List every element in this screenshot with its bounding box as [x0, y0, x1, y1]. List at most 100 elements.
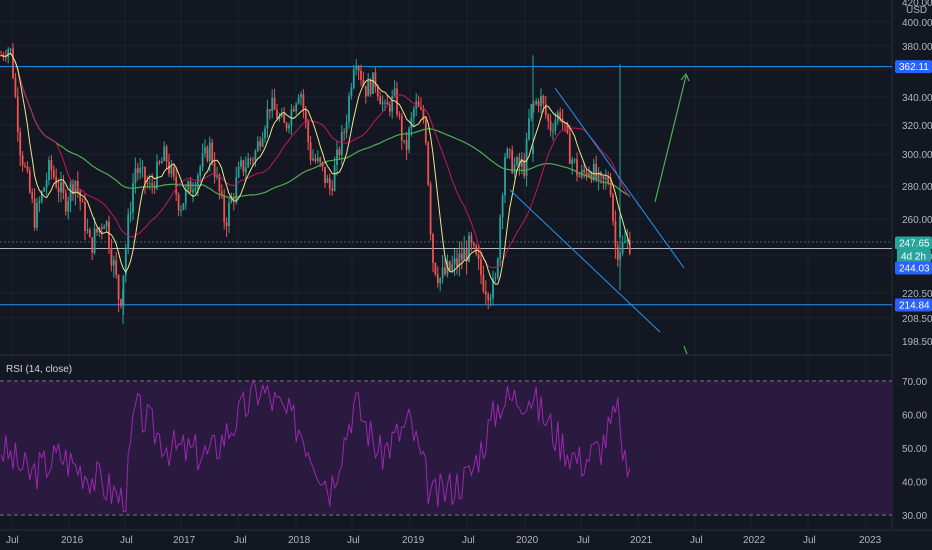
candle-body — [576, 159, 578, 176]
candle-body — [314, 158, 317, 161]
candle-body — [268, 109, 271, 112]
candle-body — [597, 172, 600, 180]
candle-body — [31, 192, 34, 199]
candle-body — [117, 275, 120, 300]
candle-body — [516, 157, 518, 165]
candle-body — [444, 267, 446, 275]
time-tick-label: Jul — [234, 535, 247, 546]
candle-body — [408, 128, 410, 150]
rsi-tick-label: 50.00 — [902, 444, 927, 455]
candle-body — [367, 79, 370, 97]
candle-body — [96, 228, 98, 233]
candle-body — [43, 187, 46, 192]
candle-body — [38, 201, 41, 204]
price-axis[interactable]: 400.00380.00360.00340.00320.00300.00280.… — [895, 0, 932, 348]
candle-body — [278, 116, 281, 119]
time-tick-label: Jul — [462, 535, 475, 546]
candle-body — [76, 181, 79, 192]
candle-body — [333, 165, 336, 191]
price-tick-label: 208.50 — [902, 314, 932, 325]
candle-body — [499, 217, 502, 259]
candle-body — [134, 168, 137, 184]
candle-body — [520, 160, 523, 167]
candle-body — [379, 96, 382, 105]
candle-body — [391, 95, 394, 112]
candle-body — [254, 151, 257, 161]
candle-body — [540, 95, 542, 107]
time-tick-label: 2018 — [288, 535, 311, 546]
candle-body — [588, 173, 590, 177]
candle-body — [628, 239, 631, 254]
candle-body — [477, 254, 480, 260]
candle-body — [328, 178, 331, 189]
candle-body — [292, 109, 295, 112]
candle-body — [336, 149, 338, 166]
price-tick-label: 380.00 — [902, 42, 932, 53]
candle-body — [492, 278, 494, 299]
time-tick-label: Jul — [120, 535, 133, 546]
candle-body — [530, 104, 533, 119]
candle-body — [196, 175, 199, 188]
price-tick-label: 400.00 — [902, 18, 932, 29]
candle-body — [21, 155, 24, 166]
candle-body — [105, 221, 108, 227]
candle-body — [120, 299, 122, 306]
price-tag — [895, 298, 932, 312]
candle-body — [352, 69, 355, 88]
candle-body — [208, 142, 211, 161]
candle-body — [544, 103, 547, 115]
candle-body — [561, 118, 564, 123]
candle-body — [528, 118, 530, 140]
candle-body — [369, 79, 372, 94]
candle-body — [513, 164, 516, 173]
trend-channel — [509, 87, 685, 333]
candle-body — [81, 201, 84, 203]
candle-body — [624, 240, 626, 243]
candle-body — [434, 263, 437, 275]
candle-body — [386, 102, 389, 105]
candle-body — [271, 97, 274, 112]
candle-body — [232, 197, 235, 200]
candle-body — [172, 166, 175, 177]
price-tag-label: 247.65 — [899, 239, 930, 250]
time-tick-label: 2021 — [630, 535, 653, 546]
candle-body — [230, 197, 233, 203]
candle-body — [343, 132, 346, 134]
candle-body — [165, 146, 168, 162]
price-tick-label: 280.00 — [902, 182, 932, 193]
ma-mid-line — [0, 52, 631, 269]
candle-body — [400, 115, 403, 141]
candle-body — [573, 159, 576, 161]
time-axis[interactable]: Jul 2016 Jul 2017 Jul 2018 Jul 2019 Jul 2020 Jul 20… — [6, 535, 882, 546]
candle-body — [7, 49, 10, 58]
candle-body — [132, 183, 134, 213]
candle-body — [364, 85, 367, 97]
candle-body — [156, 161, 158, 189]
price-tag-label: 214.84 — [899, 301, 930, 312]
candle-body — [487, 294, 490, 301]
candle-body — [242, 160, 245, 173]
candle-body — [583, 170, 586, 173]
candle-body — [244, 167, 247, 173]
candle-body — [307, 121, 310, 143]
candle-body — [86, 229, 89, 232]
candle-body — [26, 166, 29, 171]
candle-body — [578, 175, 581, 177]
time-tick-label: 2017 — [173, 535, 196, 546]
channel-upper — [554, 87, 685, 269]
candle-body — [376, 86, 379, 97]
candle-body — [297, 97, 300, 104]
candle-body — [194, 187, 197, 191]
candle-body — [74, 181, 77, 195]
price-tag — [895, 60, 932, 74]
candle-body — [108, 221, 110, 249]
rsi-tick-label: 30.00 — [902, 511, 927, 522]
candle-body — [571, 159, 574, 164]
time-tick-label: Jul — [803, 535, 816, 546]
candle-body — [122, 290, 124, 305]
candle-body — [184, 189, 187, 204]
candle-body — [436, 274, 439, 284]
time-tick-label: Jul — [6, 535, 19, 546]
candle-body — [388, 104, 391, 112]
